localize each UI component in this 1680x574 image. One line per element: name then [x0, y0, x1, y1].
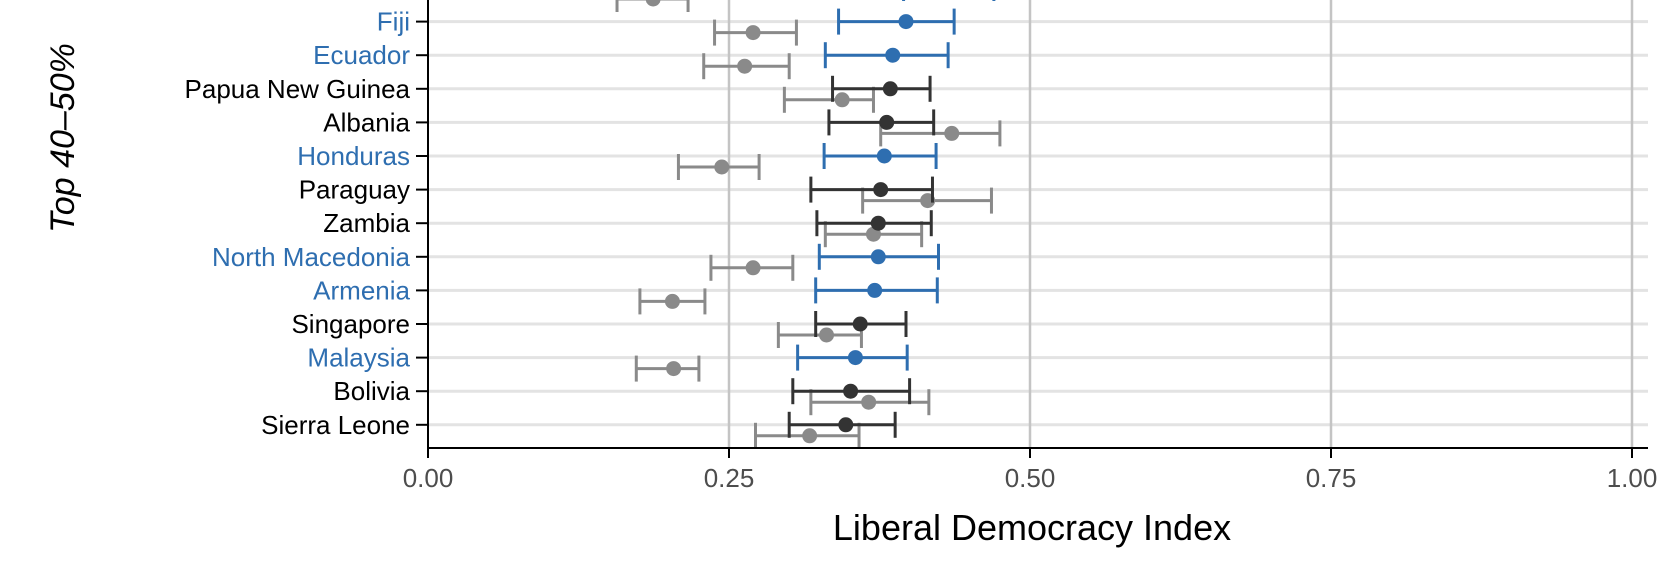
- current-point: [867, 282, 883, 298]
- previous-point: [944, 125, 960, 141]
- country-label: Malaysia: [307, 343, 410, 373]
- previous-group: [776, 322, 863, 348]
- previous-group: [879, 120, 1002, 147]
- current-group: [815, 210, 933, 237]
- previous-group: [638, 288, 707, 315]
- country-label: Sierra Leone: [261, 410, 410, 440]
- current-group: [814, 277, 939, 304]
- current-group: [831, 75, 932, 102]
- previous-point: [745, 260, 761, 276]
- current-group: [817, 243, 940, 270]
- current-point: [873, 182, 889, 198]
- current-group: [791, 378, 912, 405]
- country-label: Albania: [323, 107, 410, 137]
- current-point: [852, 316, 868, 332]
- previous-point: [666, 361, 682, 377]
- previous-point: [664, 293, 680, 309]
- previous-group: [676, 154, 761, 180]
- current-point: [898, 14, 914, 30]
- current-group: [823, 42, 950, 69]
- previous-group: [709, 254, 795, 281]
- x-tick-label: 1.00: [1607, 463, 1658, 493]
- current-group: [827, 109, 936, 136]
- previous-point: [645, 0, 661, 7]
- country-label: Fiji: [377, 7, 410, 37]
- current-group: [837, 8, 956, 35]
- previous-group: [753, 422, 861, 449]
- current-point: [870, 215, 886, 231]
- x-tick-label: 0.25: [704, 463, 755, 493]
- previous-group: [702, 53, 791, 80]
- errorbars-layer: [615, 0, 1002, 449]
- country-label: Honduras: [297, 141, 410, 171]
- current-group: [787, 411, 897, 438]
- country-label: Armenia: [313, 275, 410, 305]
- x-tick-label: 0.00: [403, 463, 454, 493]
- x-axis-title: Liberal Democracy Index: [833, 507, 1231, 548]
- current-point: [847, 350, 863, 366]
- current-point: [870, 249, 886, 265]
- x-axis: 0.00 0.25 0.50 0.75 1.00: [403, 0, 1658, 493]
- current-group: [796, 344, 909, 371]
- country-label: Singapore: [291, 309, 410, 339]
- previous-group: [782, 86, 875, 113]
- country-label: Zambia: [323, 208, 410, 238]
- current-point: [882, 81, 898, 97]
- country-label: Papua New Guinea: [185, 74, 411, 104]
- group-label: Top 40–50%: [44, 43, 82, 233]
- current-group: [902, 0, 996, 1]
- x-tick-label: 0.75: [1306, 463, 1357, 493]
- country-label: Ecuador: [313, 40, 410, 70]
- current-group: [809, 176, 934, 203]
- x-tick-label: 0.50: [1005, 463, 1056, 493]
- previous-group: [615, 0, 690, 12]
- country-label: North Macedonia: [212, 242, 411, 272]
- current-point: [876, 148, 892, 164]
- previous-point: [745, 25, 761, 41]
- current-point: [838, 417, 854, 433]
- previous-point: [861, 394, 877, 410]
- previous-point: [834, 92, 850, 108]
- grid-layer: [428, 0, 1648, 448]
- current-point: [879, 114, 895, 130]
- current-point: [885, 47, 901, 63]
- current-group: [814, 311, 908, 337]
- country-label: Bolivia: [333, 376, 410, 406]
- current-point: [843, 383, 859, 399]
- current-group: [822, 143, 938, 169]
- previous-point: [802, 428, 818, 444]
- previous-point: [714, 159, 730, 175]
- previous-point: [737, 58, 753, 74]
- previous-group: [809, 389, 931, 416]
- country-label: Paraguay: [299, 175, 410, 205]
- previous-group: [713, 19, 798, 46]
- previous-group: [634, 355, 701, 382]
- previous-point: [819, 327, 835, 343]
